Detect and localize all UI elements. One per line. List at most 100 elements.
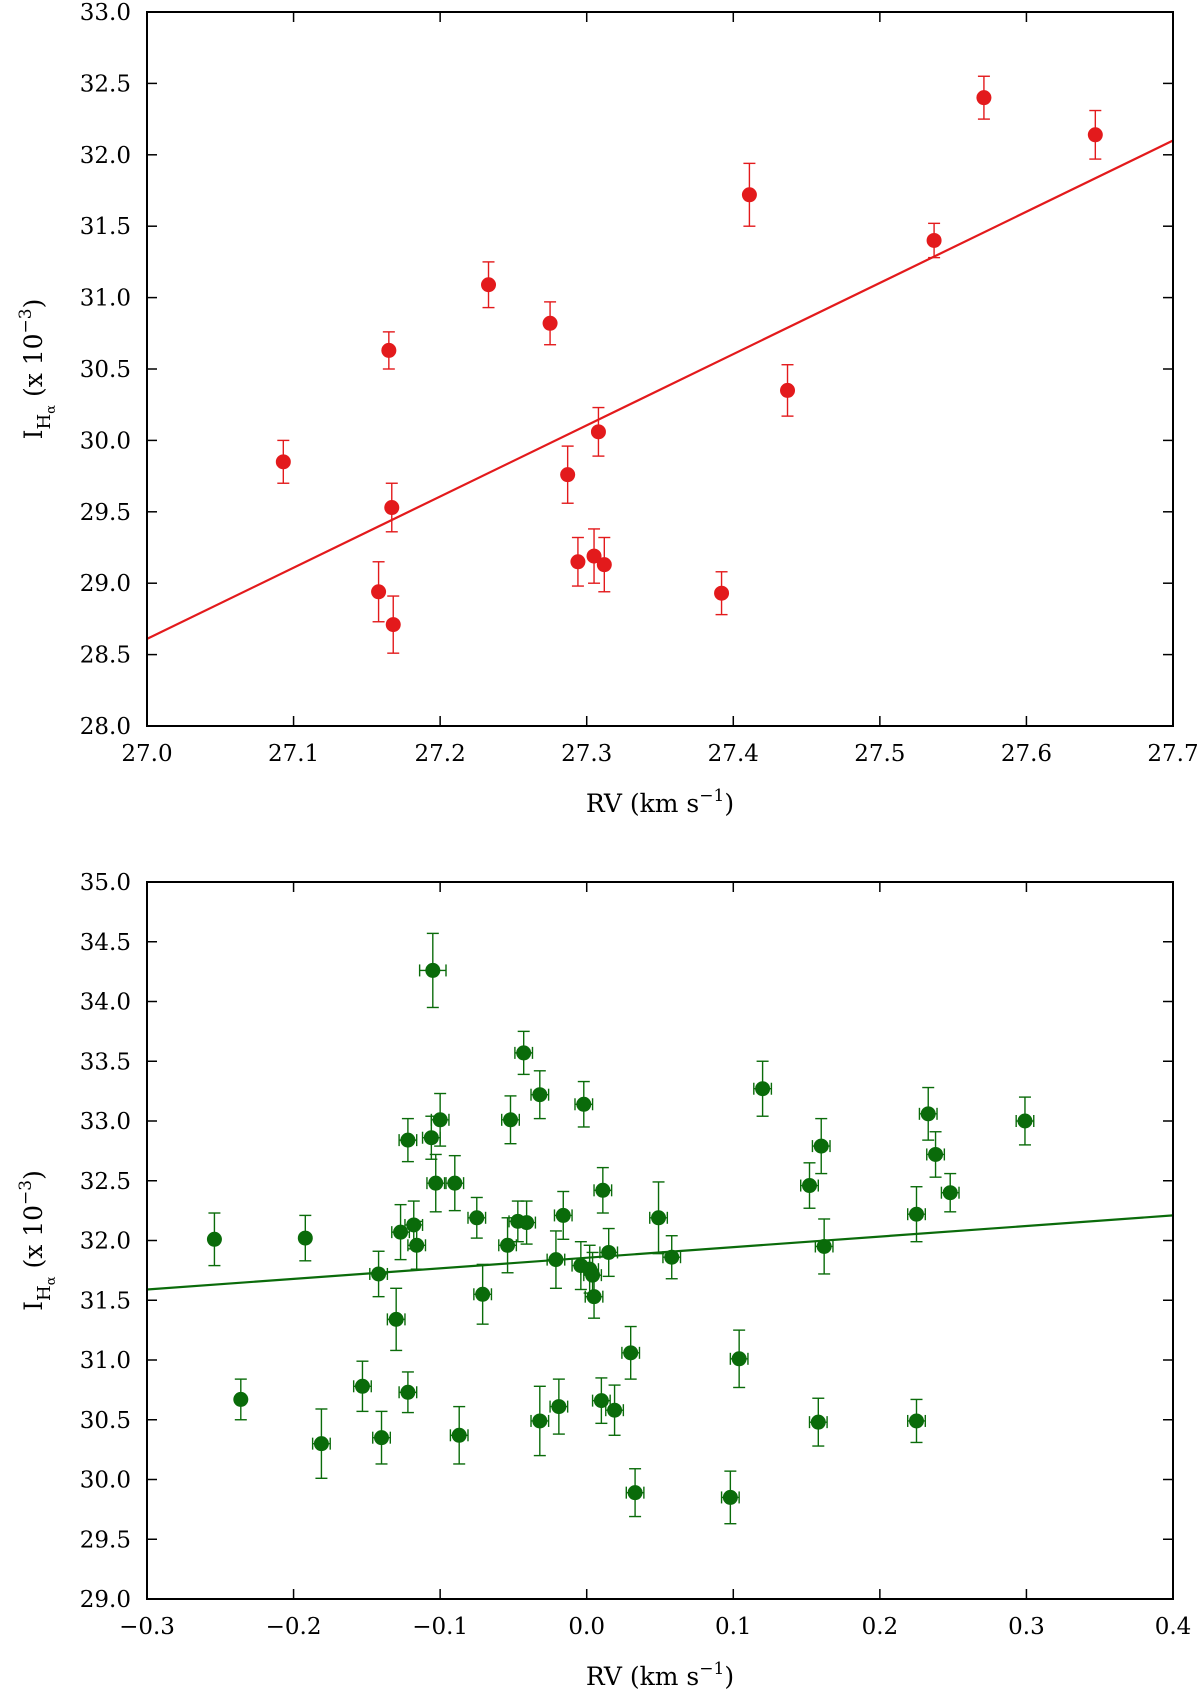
data-marker (423, 1130, 439, 1146)
y-axis-label-close: ) (19, 1170, 48, 1180)
data-point (940, 1172, 960, 1213)
data-marker (664, 1249, 680, 1265)
data-points (206, 932, 1035, 1525)
y-tick-label: 31.0 (80, 1348, 131, 1374)
data-marker (532, 1413, 548, 1429)
data-point (596, 536, 612, 593)
data-point (621, 1325, 641, 1380)
data-marker (920, 1106, 936, 1122)
y-tick-label: 35.0 (80, 870, 131, 896)
data-point (907, 1186, 926, 1243)
x-axis: −0.3 −0.2 −0.1 0.0 0.1 0.2 0.3 0.4 (119, 882, 1191, 1640)
x-tick-label: −0.3 (119, 1614, 175, 1640)
data-point (741, 162, 757, 227)
data-point (386, 1287, 406, 1352)
data-marker (555, 1207, 571, 1223)
data-marker (909, 1413, 924, 1429)
data-point (391, 1203, 411, 1261)
y-tick-label: 29.0 (80, 571, 131, 597)
x-axis-label-text: RV (km s (586, 789, 699, 818)
y-axis-label-subsubscript: α (44, 405, 59, 414)
data-point (560, 445, 576, 504)
data-marker (627, 1485, 643, 1501)
data-marker (519, 1215, 535, 1231)
data-point (530, 1385, 550, 1457)
data-point (430, 1092, 450, 1147)
data-marker (371, 584, 387, 600)
y-tick-label: 32.0 (80, 1229, 131, 1255)
data-marker (909, 1206, 924, 1222)
data-marker (601, 1244, 617, 1260)
x-tick-label: 0.4 (1155, 1614, 1192, 1640)
x-tick-label: 27.1 (268, 741, 319, 767)
x-tick-label: 27.0 (121, 741, 172, 767)
data-point (385, 595, 401, 654)
data-marker (596, 557, 612, 573)
data-marker (425, 962, 441, 978)
data-marker (233, 1391, 249, 1407)
y-axis-label-subsubscript: α (44, 1276, 59, 1285)
y-axis-label-exponent: −3 (16, 308, 36, 333)
data-marker (802, 1178, 818, 1194)
data-marker (1087, 127, 1103, 143)
data-marker (810, 1414, 826, 1430)
data-marker (297, 1230, 313, 1246)
fit-line (146, 139, 1174, 640)
data-marker (385, 617, 401, 633)
y-axis: 28.0 28.5 29.0 29.5 30.0 30.5 31.0 31.5 32.0 32.5… (80, 0, 1173, 740)
data-point (372, 1410, 392, 1465)
data-marker (393, 1224, 409, 1240)
data-point (311, 1408, 331, 1480)
data-point (753, 1060, 773, 1117)
y-tick-label: 30.5 (80, 357, 131, 383)
data-point (398, 1371, 418, 1414)
y-axis-label-subscript: H (34, 414, 55, 430)
x-axis-label-exponent: −1 (699, 1659, 724, 1679)
y-axis-label-close: ) (19, 299, 48, 309)
data-marker (371, 1266, 387, 1282)
data-marker (275, 454, 291, 470)
data-marker (576, 1096, 592, 1112)
data-point (467, 1196, 487, 1239)
data-marker (1017, 1113, 1033, 1129)
y-tick-label: 33.0 (80, 0, 131, 26)
data-point (542, 301, 558, 346)
data-marker (551, 1399, 567, 1415)
y-tick-label: 31.5 (80, 214, 131, 240)
data-marker (586, 1289, 602, 1305)
data-marker (542, 315, 558, 331)
y-axis-label-symbol: I (19, 429, 48, 439)
y-axis: 29.0 29.5 30.0 30.5 31.0 31.5 32.0 32.5 33.0 33.5… (80, 870, 1173, 1613)
data-marker (475, 1286, 491, 1302)
data-marker (384, 500, 400, 516)
y-axis-label-text: (x 10 (19, 333, 48, 405)
data-point (662, 1235, 682, 1280)
data-point (297, 1214, 313, 1262)
data-point (814, 1218, 834, 1275)
x-tick-label: 27.6 (1001, 741, 1052, 767)
data-point (811, 1117, 831, 1175)
x-axis-label-close: ) (724, 789, 734, 818)
y-tick-label: 32.0 (80, 143, 131, 169)
data-point (407, 1220, 427, 1270)
data-marker (516, 1045, 532, 1061)
data-point (418, 932, 447, 1009)
data-point (481, 261, 497, 309)
data-marker (560, 467, 576, 483)
data-marker (406, 1217, 422, 1233)
data-marker (381, 342, 397, 358)
data-point (574, 1080, 594, 1128)
y-axis-label-exponent: −3 (16, 1180, 36, 1205)
data-point (800, 1162, 819, 1209)
data-marker (586, 548, 602, 564)
data-marker (400, 1384, 416, 1400)
data-marker (388, 1311, 404, 1327)
x-tick-label: 27.7 (1147, 741, 1198, 767)
data-point (449, 1405, 469, 1465)
data-point (918, 1086, 938, 1141)
y-tick-label: 30.5 (80, 1408, 131, 1434)
data-point (473, 1263, 493, 1325)
data-point (926, 1131, 946, 1178)
data-marker (428, 1175, 444, 1191)
